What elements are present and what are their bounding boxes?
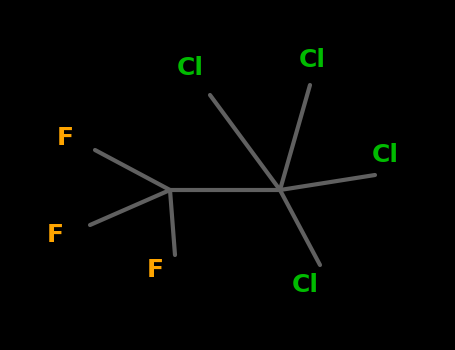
Text: Cl: Cl <box>371 143 399 167</box>
Text: F: F <box>147 258 163 282</box>
Text: F: F <box>46 223 64 247</box>
Text: Cl: Cl <box>298 48 325 72</box>
Text: Cl: Cl <box>177 56 203 80</box>
Text: F: F <box>56 126 74 150</box>
Text: Cl: Cl <box>292 273 318 297</box>
